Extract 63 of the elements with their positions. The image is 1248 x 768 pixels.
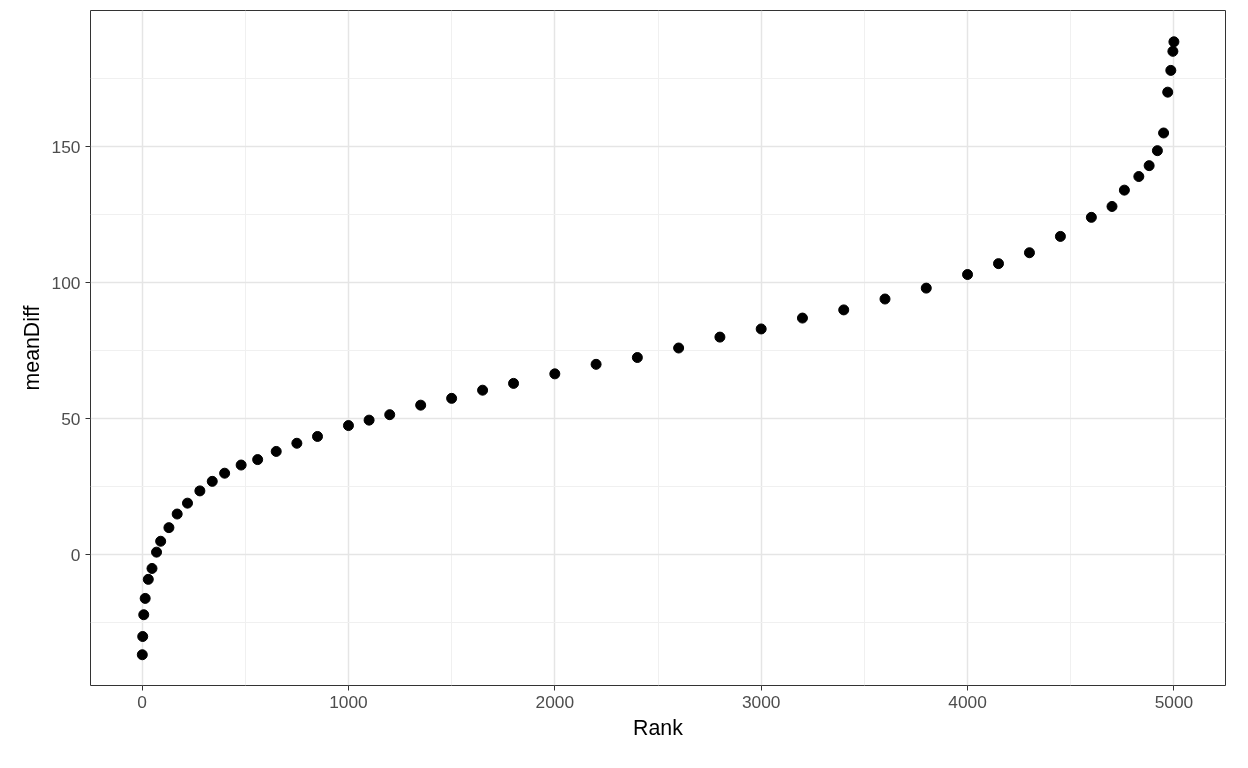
x-tick-label: 4000	[948, 691, 987, 712]
point	[146, 562, 158, 574]
x-tick-label: 1000	[329, 691, 368, 712]
point	[136, 649, 148, 661]
point	[590, 358, 602, 370]
x-axis-title: Rank	[633, 715, 684, 740]
point	[1118, 184, 1130, 196]
point	[920, 282, 932, 294]
point	[363, 414, 375, 426]
y-tick-label: 50	[61, 408, 81, 429]
point	[508, 377, 520, 389]
y-axis-title: meanDiff	[19, 305, 44, 391]
point	[446, 392, 458, 404]
point	[1158, 127, 1170, 139]
y-tick-label: 100	[51, 272, 81, 293]
point	[1054, 230, 1066, 242]
point	[549, 368, 561, 380]
point	[137, 631, 149, 642]
point	[312, 430, 323, 442]
point	[384, 409, 396, 421]
y-tick-label: 150	[51, 136, 81, 157]
point	[714, 331, 726, 343]
point	[1085, 211, 1097, 223]
point	[219, 467, 231, 479]
point	[171, 508, 183, 520]
point	[673, 342, 685, 354]
point	[155, 535, 167, 547]
point	[755, 323, 767, 335]
x-tick-label: 5000	[1154, 691, 1194, 712]
point	[1168, 36, 1180, 48]
point	[1151, 145, 1163, 157]
y-tick-label: 0	[70, 544, 81, 565]
point	[142, 573, 154, 585]
point	[342, 420, 354, 432]
x-tick-label: 2000	[535, 691, 575, 712]
point	[1133, 171, 1145, 183]
point	[477, 384, 489, 396]
point	[151, 546, 163, 558]
point	[1106, 200, 1118, 212]
point	[962, 269, 974, 280]
point	[270, 445, 282, 457]
point	[1167, 45, 1179, 57]
point	[993, 258, 1004, 270]
point	[163, 522, 175, 534]
point	[415, 399, 427, 411]
point	[138, 609, 150, 621]
point	[796, 312, 808, 324]
point	[838, 304, 850, 316]
point	[1165, 64, 1177, 76]
x-tick-label: 0	[137, 691, 147, 712]
point	[1023, 247, 1035, 259]
point	[235, 459, 247, 471]
point	[194, 485, 206, 497]
point	[181, 497, 193, 509]
point	[291, 437, 303, 449]
point	[1162, 86, 1174, 98]
point	[879, 293, 891, 305]
point	[206, 475, 218, 487]
x-tick-label: 3000	[741, 691, 781, 712]
point	[139, 592, 151, 604]
point	[252, 454, 264, 466]
point	[631, 352, 643, 364]
point	[1143, 160, 1155, 172]
